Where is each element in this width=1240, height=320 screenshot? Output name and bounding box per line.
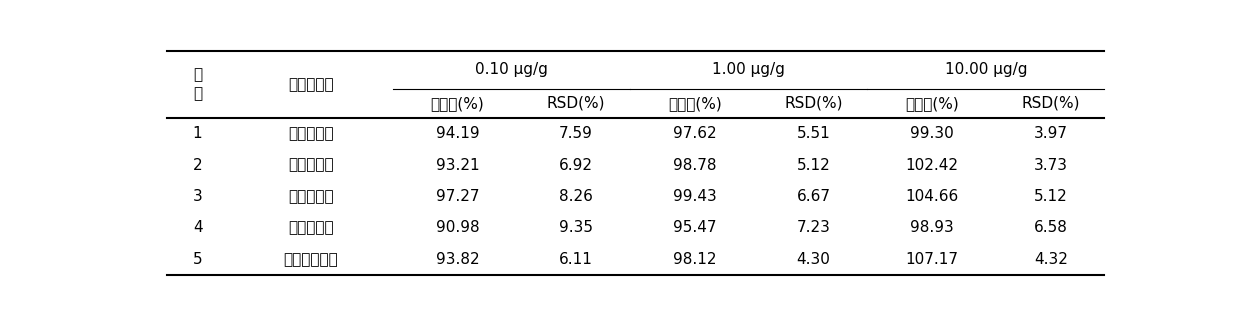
Text: 化合物名称: 化合物名称 [288, 77, 334, 92]
Text: 回收率(%): 回收率(%) [668, 96, 722, 111]
Text: 7.23: 7.23 [796, 220, 831, 235]
Text: 甲酸苯乙酯: 甲酸苯乙酯 [288, 126, 334, 141]
Text: RSD(%): RSD(%) [1022, 96, 1080, 111]
Text: 102.42: 102.42 [905, 157, 959, 172]
Text: 95.47: 95.47 [673, 220, 717, 235]
Text: 6.11: 6.11 [559, 252, 593, 267]
Text: 1: 1 [192, 126, 202, 141]
Text: 98.93: 98.93 [910, 220, 954, 235]
Text: 97.27: 97.27 [435, 189, 480, 204]
Text: 乙酸苯乙酯: 乙酸苯乙酯 [288, 157, 334, 172]
Text: 3.73: 3.73 [1034, 157, 1068, 172]
Text: 4.30: 4.30 [796, 252, 831, 267]
Text: 0.10 μg/g: 0.10 μg/g [475, 62, 548, 77]
Text: 99.43: 99.43 [673, 189, 717, 204]
Text: 93.82: 93.82 [435, 252, 480, 267]
Text: 丙酸苯乙酯: 丙酸苯乙酯 [288, 189, 334, 204]
Text: 3.97: 3.97 [1034, 126, 1068, 141]
Text: RSD(%): RSD(%) [784, 96, 843, 111]
Text: 5.12: 5.12 [1034, 189, 1068, 204]
Text: 5.12: 5.12 [796, 157, 831, 172]
Text: 94.19: 94.19 [435, 126, 480, 141]
Text: 93.21: 93.21 [435, 157, 480, 172]
Text: 苯乙酸苯乙酯: 苯乙酸苯乙酯 [283, 252, 339, 267]
Text: 5.51: 5.51 [796, 126, 831, 141]
Text: 4: 4 [192, 220, 202, 235]
Text: 9.35: 9.35 [559, 220, 593, 235]
Text: 3: 3 [192, 189, 202, 204]
Text: 104.66: 104.66 [905, 189, 959, 204]
Text: 98.12: 98.12 [673, 252, 717, 267]
Text: RSD(%): RSD(%) [547, 96, 605, 111]
Text: 99.30: 99.30 [910, 126, 954, 141]
Text: 序
号: 序 号 [193, 68, 202, 101]
Text: 2: 2 [192, 157, 202, 172]
Text: 10.00 μg/g: 10.00 μg/g [945, 62, 1027, 77]
Text: 回收率(%): 回收率(%) [905, 96, 959, 111]
Text: 6.67: 6.67 [796, 189, 831, 204]
Text: 107.17: 107.17 [905, 252, 959, 267]
Text: 回收率(%): 回收率(%) [430, 96, 485, 111]
Text: 1.00 μg/g: 1.00 μg/g [712, 62, 785, 77]
Text: 4.32: 4.32 [1034, 252, 1068, 267]
Text: 6.58: 6.58 [1034, 220, 1068, 235]
Text: 90.98: 90.98 [435, 220, 480, 235]
Text: 97.62: 97.62 [673, 126, 717, 141]
Text: 6.92: 6.92 [559, 157, 593, 172]
Text: 5: 5 [192, 252, 202, 267]
Text: 丁酸苯乙酯: 丁酸苯乙酯 [288, 220, 334, 235]
Text: 7.59: 7.59 [559, 126, 593, 141]
Text: 8.26: 8.26 [559, 189, 593, 204]
Text: 98.78: 98.78 [673, 157, 717, 172]
